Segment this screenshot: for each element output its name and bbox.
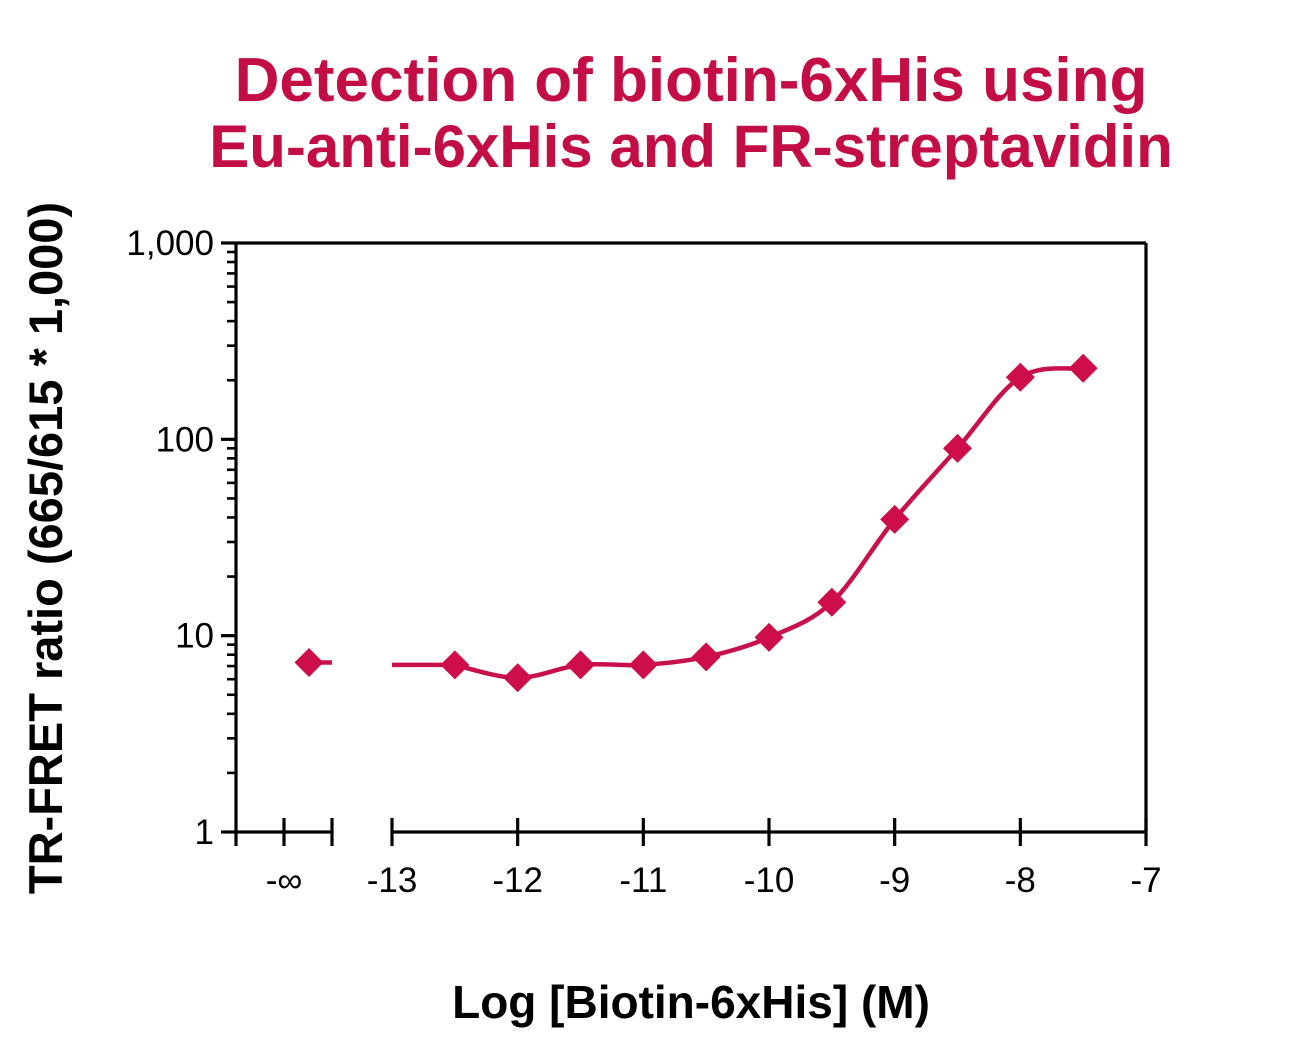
svg-text:Eu-anti-6xHis and FR-streptavi: Eu-anti-6xHis and FR-streptavidin — [209, 113, 1172, 180]
svg-text:1: 1 — [195, 813, 214, 852]
svg-text:-13: -13 — [367, 861, 418, 900]
svg-text:100: 100 — [156, 420, 214, 459]
svg-text:Detection of biotin-6xHis usin: Detection of biotin-6xHis using — [235, 46, 1148, 115]
svg-text:-9: -9 — [879, 861, 910, 900]
svg-text:1,000: 1,000 — [126, 224, 214, 263]
svg-text:-10: -10 — [744, 861, 795, 900]
svg-text:-7: -7 — [1130, 861, 1161, 900]
svg-text:-8: -8 — [1005, 861, 1036, 900]
svg-text:-∞: -∞ — [266, 861, 303, 900]
svg-text:Log [Biotin-6xHis] (M): Log [Biotin-6xHis] (M) — [452, 976, 930, 1028]
svg-text:-12: -12 — [492, 861, 543, 900]
svg-text:10: 10 — [175, 617, 214, 656]
svg-text:-11: -11 — [619, 861, 667, 900]
svg-text:TR-FRET ratio (665/615 * 1,000: TR-FRET ratio (665/615 * 1,000) — [19, 202, 72, 894]
